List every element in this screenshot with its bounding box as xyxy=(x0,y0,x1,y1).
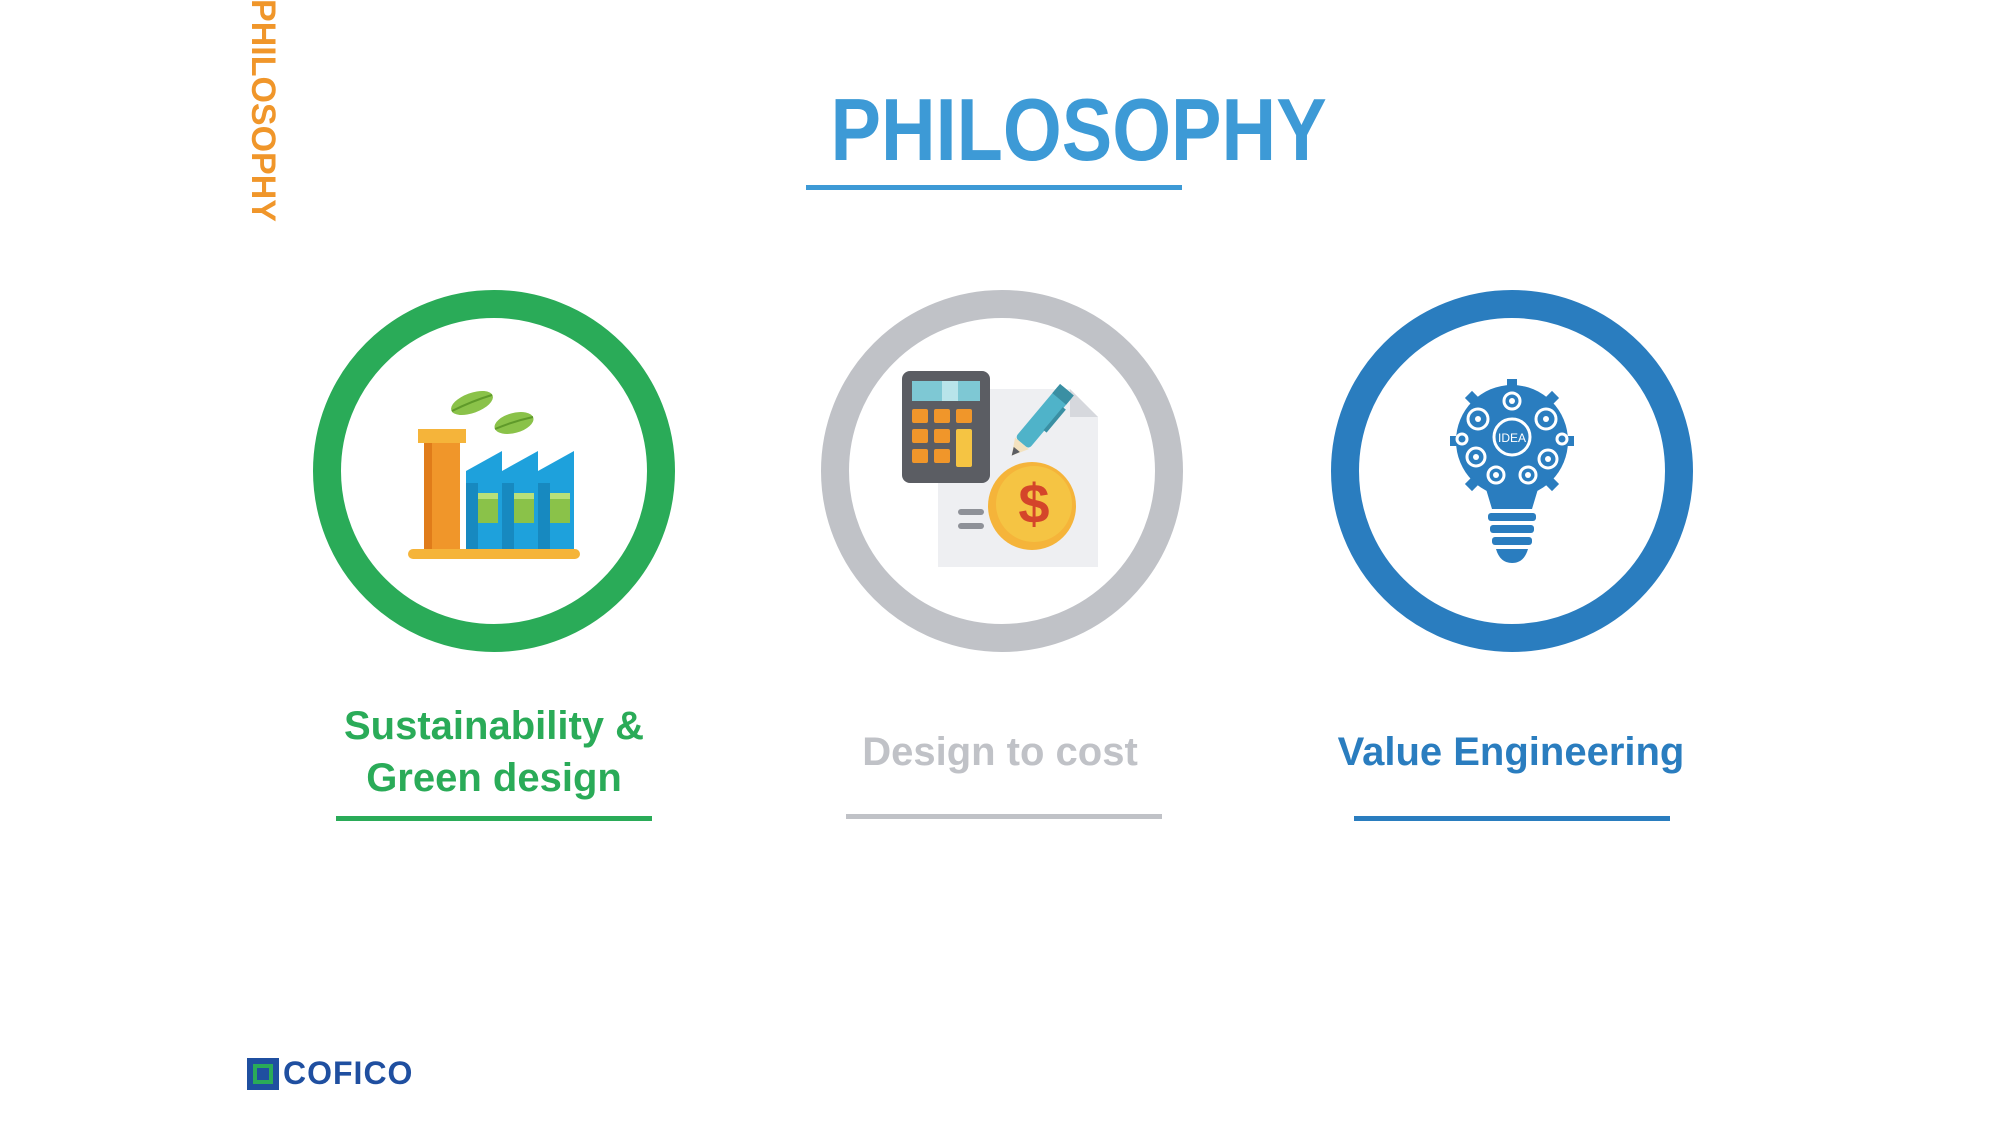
sustainability-label: Sustainability & Green design xyxy=(314,700,674,804)
design-to-cost-ring: $ xyxy=(821,290,1183,652)
design-to-cost-label: Design to cost xyxy=(862,730,1138,774)
value-engineering-underline xyxy=(1354,816,1670,821)
value-engineering-label: Value Engineering xyxy=(1337,730,1685,774)
sustainability-label-line2: Green design xyxy=(366,756,622,800)
design-to-cost-underline xyxy=(846,814,1162,819)
side-title: PHILOSOPHY xyxy=(242,0,282,221)
title-underline xyxy=(806,185,1182,190)
page-title: PHILOSOPHY xyxy=(830,80,1327,179)
sustainability-underline xyxy=(336,816,652,821)
cofico-logo-mark-icon xyxy=(247,1057,279,1090)
svg-text:$: $ xyxy=(1018,472,1049,535)
cofico-logo-text: COFICO xyxy=(283,1055,414,1091)
leaf-icon xyxy=(451,390,534,434)
value-engineering-ring: IDEA xyxy=(1331,290,1693,652)
idea-lightbulb-gears-icon: IDEA xyxy=(1450,379,1574,563)
calculator-cost-icon: $ xyxy=(902,371,1098,567)
side-title-text: PHILOSOPHY xyxy=(243,0,282,222)
cofico-logo: COFICO xyxy=(247,1055,413,1092)
green-factory-icon xyxy=(408,390,580,559)
sustainability-label-line1: Sustainability & xyxy=(343,704,645,748)
bulb-idea-text: IDEA xyxy=(1498,431,1526,445)
sustainability-ring xyxy=(313,290,675,652)
